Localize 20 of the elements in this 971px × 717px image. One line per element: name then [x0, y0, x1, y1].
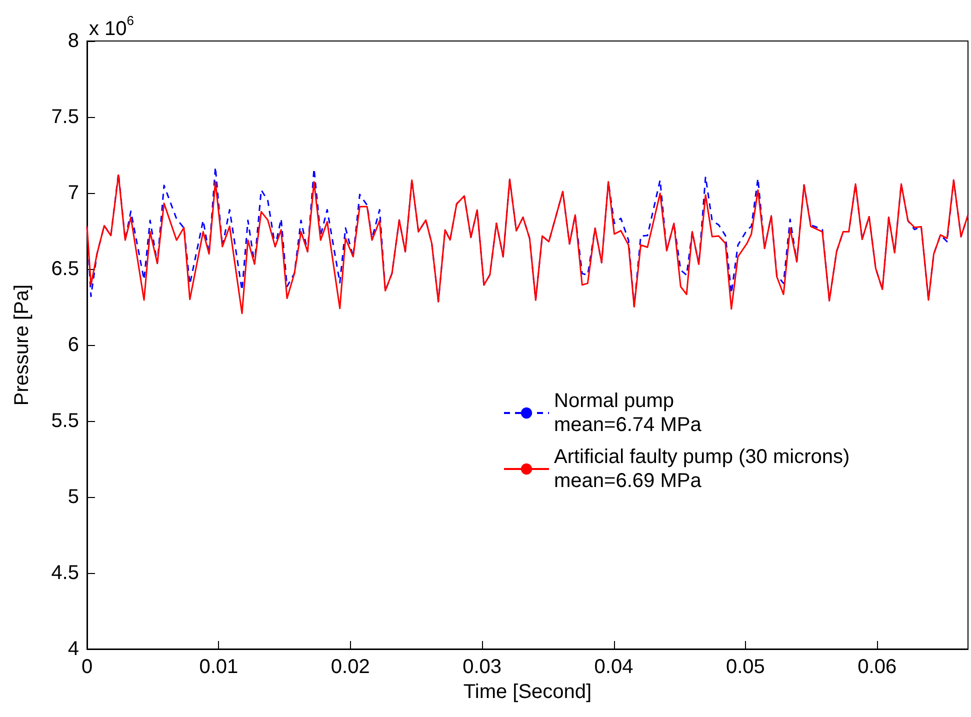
legend-label: Normal pump mean=6.74 MPa — [554, 390, 702, 436]
y-axis-title: Pressure [Pa] — [11, 284, 33, 406]
x-tick-label: 0.03 — [462, 656, 502, 678]
y-tick-label: 5 — [68, 486, 79, 508]
legend-label: Artificial faulty pump (30 microns) mean=6.69 MPa — [554, 446, 850, 492]
y-tick-label: 6.5 — [51, 258, 79, 280]
x-tick-label: 0 — [81, 656, 93, 678]
y-tick-label: 8 — [68, 30, 79, 52]
x-axis-title: Time [Second] — [463, 680, 592, 703]
y-tick-label: 6 — [68, 334, 79, 356]
x-tick-label: 0.02 — [330, 656, 370, 678]
x-tick-label: 0.01 — [199, 656, 238, 678]
x-tick-label: 0.04 — [594, 656, 634, 678]
y-tick-label: 7.5 — [51, 106, 79, 128]
x-tick-label: 0.05 — [726, 656, 765, 678]
y-tick-label: 4 — [68, 638, 79, 660]
x-tick-label: 0.06 — [858, 656, 897, 678]
y-tick-label: 4.5 — [51, 562, 79, 584]
y-tick-label: 7 — [68, 182, 79, 204]
y-tick-label: 5.5 — [51, 410, 79, 432]
